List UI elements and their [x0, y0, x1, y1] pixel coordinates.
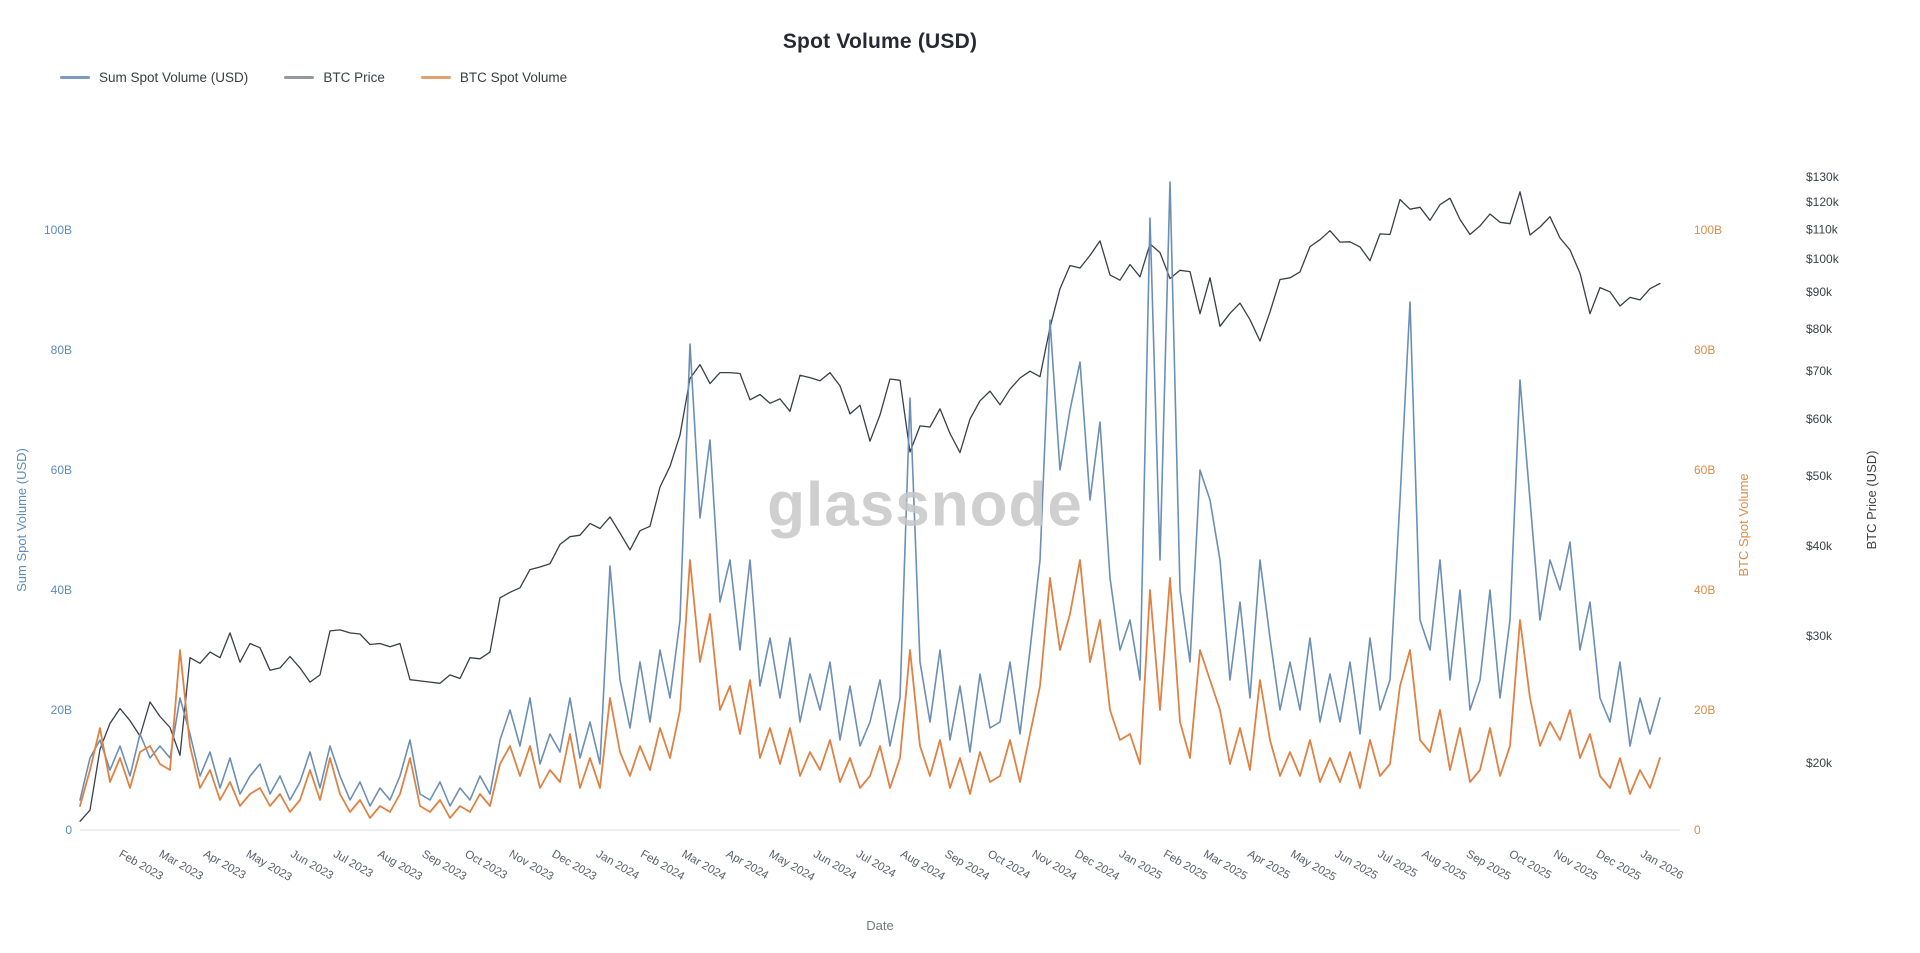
price-axis-tick-label: $80k	[1806, 322, 1833, 336]
x-axis-tick-label: Nov 2023	[507, 848, 556, 883]
x-axis-tick-label: Jul 2023	[331, 848, 375, 880]
price-axis-tick-label: $30k	[1806, 629, 1833, 643]
x-axis-tick-label: Dec 2025	[1594, 848, 1643, 883]
x-axis-tick-label: Sep 2024	[943, 848, 992, 883]
x-axis-tick-label: Aug 2023	[375, 848, 424, 883]
price-axis-tick-label: $40k	[1806, 539, 1833, 553]
sum-spot-volume-swatch-icon	[60, 76, 90, 79]
legend-label: BTC Spot Volume	[459, 70, 568, 85]
x-axis-tick-label: Nov 2025	[1551, 848, 1600, 883]
btc-spot-volume-swatch-icon	[420, 76, 451, 79]
x-axis-tick-label: Feb 2023	[117, 848, 165, 883]
price-axis-tick-label: $20k	[1806, 756, 1833, 770]
right-volume-axis-tick-label: 0	[1694, 823, 1701, 837]
right-volume-axis-title: BTC Spot Volume	[1736, 473, 1751, 576]
page-title: Spot Volume (USD)	[782, 30, 978, 53]
price-axis-tick-label: $70k	[1806, 364, 1833, 378]
x-axis-tick-label: Sep 2023	[420, 848, 469, 883]
right-volume-axis-tick-label: 100B	[1694, 223, 1722, 237]
x-axis-tick-label: May 2023	[244, 848, 294, 884]
x-axis-tick-label: Apr 2025	[1245, 848, 1291, 882]
left-axis-tick-label: 100B	[44, 223, 72, 237]
right-volume-axis-tick-label: 40B	[1694, 583, 1715, 597]
series-line-btc-price[interactable]	[79, 191, 1661, 822]
left-axis-tick-label: 60B	[51, 463, 72, 477]
right-volume-axis-tick-label: 20B	[1694, 703, 1715, 717]
legend-item-btc-spot-volume[interactable]: BTC Spot Volume	[420, 70, 568, 85]
x-axis-tick-label: Nov 2024	[1030, 848, 1079, 883]
x-axis-tick-label: Apr 2024	[724, 848, 771, 882]
price-axis-tick-label: $60k	[1806, 412, 1833, 426]
legend-item-sum-spot-volume[interactable]: Sum Spot Volume (USD)	[60, 70, 248, 85]
x-axis-tick-label: Jun 2023	[288, 848, 335, 882]
x-axis-tick-label: Jun 2024	[811, 848, 859, 882]
price-axis-tick-label: $50k	[1806, 469, 1833, 483]
x-axis-tick-label: Feb 2025	[1161, 848, 1209, 883]
x-axis-tick-label: Jul 2025	[1375, 848, 1419, 880]
x-axis-tick-label: Sep 2025	[1464, 848, 1513, 883]
x-axis-tick-label: Feb 2024	[638, 848, 687, 883]
x-axis-title: Date	[866, 918, 893, 933]
x-axis-tick-label: Jun 2025	[1333, 848, 1380, 882]
legend-item-btc-price[interactable]: BTC Price	[284, 70, 385, 85]
x-axis-tick-label: Jan 2025	[1117, 848, 1164, 882]
x-axis-tick-label: Dec 2023	[550, 848, 599, 883]
price-axis-tick-label: $90k	[1806, 285, 1833, 299]
chart-legend: Sum Spot Volume (USD) BTC Price BTC Spot…	[60, 70, 567, 85]
series-line-btc-spot-volume[interactable]	[79, 559, 1661, 819]
x-axis-tick-label: Oct 2023	[463, 848, 509, 882]
btc-price-swatch-icon	[284, 76, 315, 79]
legend-label: BTC Price	[323, 70, 385, 85]
price-axis-tick-label: $130k	[1806, 170, 1840, 184]
x-axis-tick-label: May 2025	[1288, 848, 1338, 884]
right-volume-axis-tick-label: 80B	[1694, 343, 1715, 357]
price-axis-title: BTC Price (USD)	[1864, 451, 1879, 550]
price-axis-tick-label: $100k	[1806, 252, 1840, 266]
x-axis-tick-label: Dec 2024	[1073, 848, 1122, 883]
x-axis-tick-label: Mar 2024	[680, 848, 729, 883]
left-axis-tick-label: 20B	[51, 703, 72, 717]
legend-label: Sum Spot Volume (USD)	[99, 70, 249, 85]
x-axis-tick-label: Oct 2025	[1507, 848, 1553, 882]
left-axis-tick-label: 80B	[51, 343, 72, 357]
x-axis-tick-label: Jul 2024	[854, 848, 898, 880]
left-axis-title: Sum Spot Volume (USD)	[14, 448, 29, 592]
x-axis-tick-label: Oct 2024	[985, 848, 1032, 882]
series-line-sum-spot-volume-usd[interactable]	[79, 181, 1661, 807]
x-axis-tick-label: May 2024	[767, 848, 817, 884]
x-axis-tick-label: Aug 2024	[898, 848, 947, 883]
x-axis-tick-label: Mar 2025	[1201, 848, 1249, 883]
x-axis-tick-label: Jan 2024	[594, 848, 642, 882]
x-axis-tick-label: Jan 2026	[1638, 848, 1685, 882]
left-axis-tick-label: 0	[65, 823, 72, 837]
price-axis-tick-label: $120k	[1806, 195, 1840, 209]
x-axis-tick-label: Aug 2025	[1420, 848, 1469, 883]
price-axis-tick-label: $110k	[1806, 222, 1839, 236]
left-axis-tick-label: 40B	[51, 583, 72, 597]
x-axis-tick-label: Apr 2023	[201, 848, 247, 882]
x-axis-tick-label: Mar 2023	[157, 848, 205, 883]
right-volume-axis-tick-label: 60B	[1694, 463, 1715, 477]
